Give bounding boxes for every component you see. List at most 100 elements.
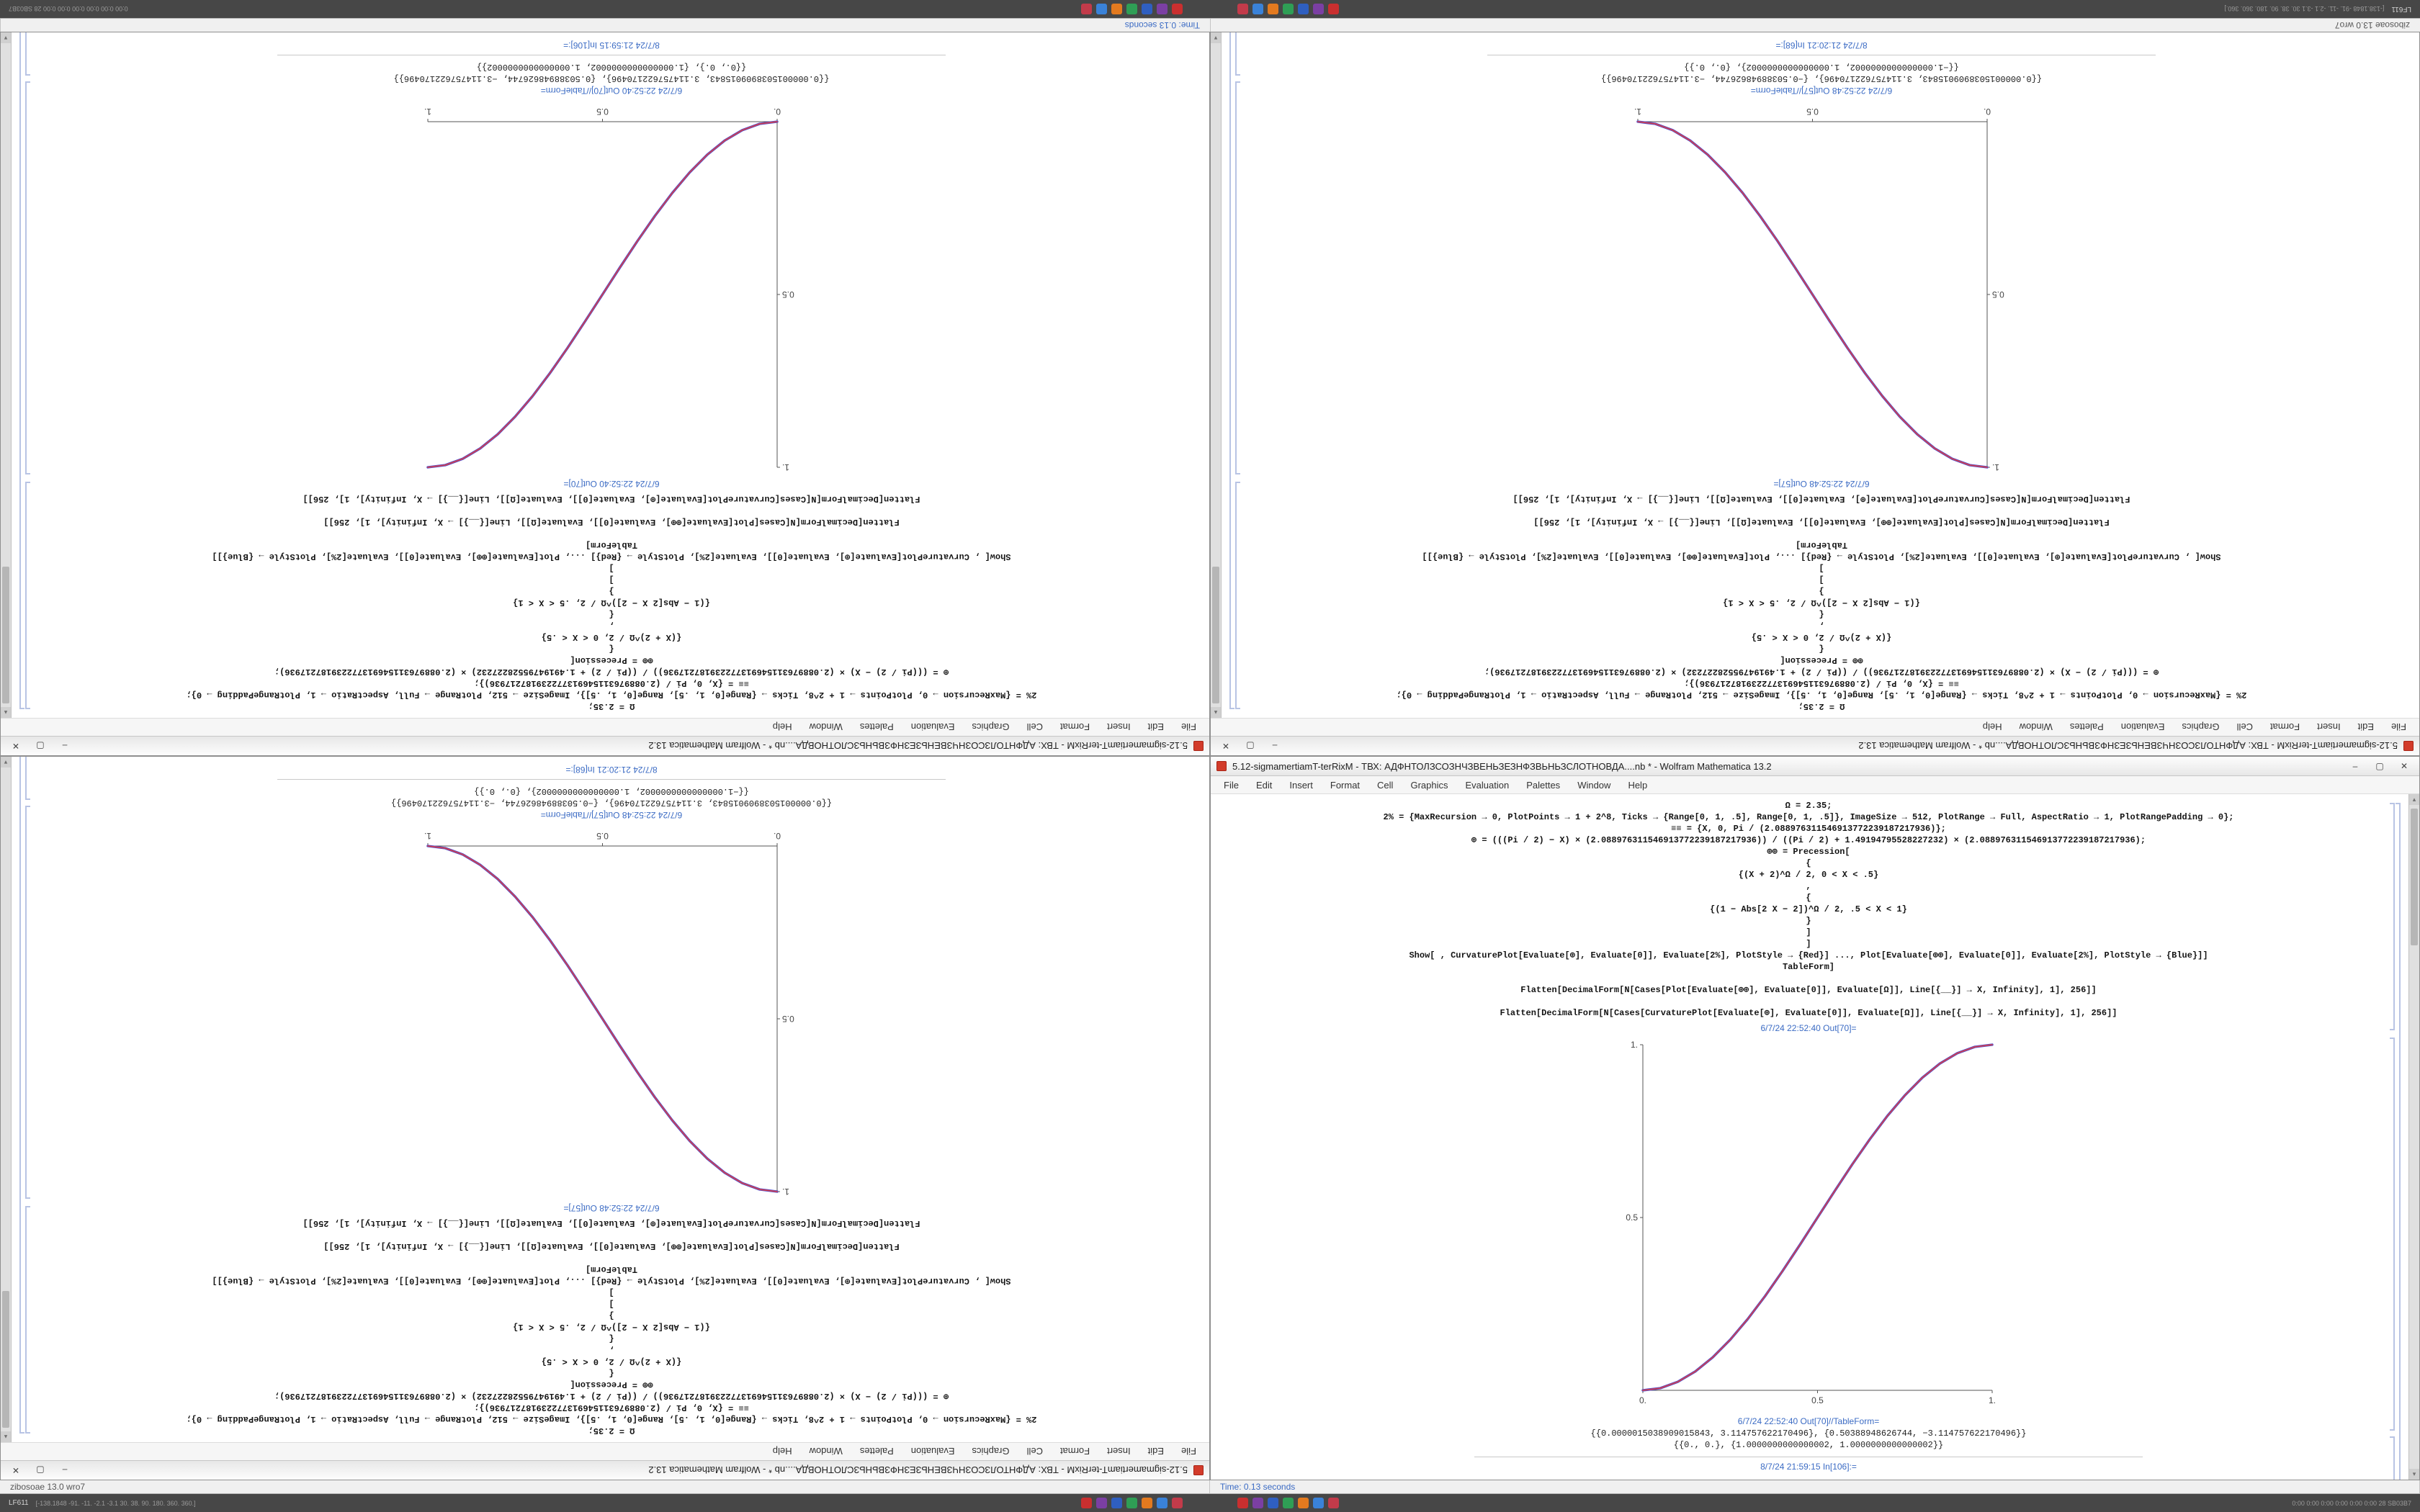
code-line[interactable]: [35, 528, 1188, 539]
code-line[interactable]: {(1 − Abs[2 X − 2])^Ω / 2, .5 < X < 1}: [513, 1322, 710, 1332]
code-line[interactable]: TableForm]: [586, 1264, 638, 1274]
code-line[interactable]: ≡≡ = {X, 0, Pi / (2.08897631154691377223…: [1671, 824, 1946, 834]
close-button[interactable]: ✕: [2400, 761, 2408, 771]
taskbar-icon-violet[interactable]: [1313, 4, 1324, 14]
cell-bracket[interactable]: [19, 757, 24, 1434]
code-line[interactable]: Show[ , CurvaturePlot[Evaluate[⊕], Evalu…: [1422, 552, 2221, 562]
code-line[interactable]: {(1 − Abs[2 X − 2])^Ω / 2, .5 < X < 1}: [513, 598, 710, 608]
taskbar-icon-green[interactable]: [1283, 1498, 1294, 1508]
menu-item[interactable]: Graphics: [972, 1446, 1010, 1457]
menu-item[interactable]: Cell: [1026, 1446, 1043, 1457]
vertical-scrollbar[interactable]: ▴ ▾: [1, 32, 12, 718]
vertical-scrollbar[interactable]: ▴ ▾: [1, 757, 12, 1442]
taskbar-icon-blue[interactable]: [1111, 1498, 1122, 1508]
taskbar-icon-orange[interactable]: [1298, 1498, 1309, 1508]
taskbar-icon-skyblue[interactable]: [1313, 1498, 1324, 1508]
code-line[interactable]: {(1 − Abs[2 X − 2])^Ω / 2, .5 < X < 1}: [1723, 598, 1920, 608]
code-line[interactable]: TableForm]: [586, 540, 638, 550]
code-line[interactable]: Flatten[DecimalForm[N[Cases[Plot[Evaluat…: [323, 1241, 900, 1251]
scrollbar-down-button[interactable]: ▾: [1, 757, 11, 768]
taskbar-icon-orange[interactable]: [1268, 4, 1278, 14]
window-titlebar[interactable]: 5.12-sigmamertiamT-terRixM - ТВХ: АДФНТО…: [1, 1460, 1209, 1480]
code-line[interactable]: Ω = 2.35;: [1785, 801, 1832, 811]
menu-item[interactable]: Help: [1628, 779, 1648, 791]
code-line[interactable]: Flatten[DecimalForm[N[Cases[CurvaturePlo…: [302, 1218, 920, 1228]
code-line[interactable]: Flatten[DecimalForm[N[Cases[CurvaturePlo…: [1500, 1008, 2118, 1018]
taskbar-icon-blue[interactable]: [1298, 4, 1309, 14]
code-line[interactable]: ⊕ = (((Pi / 2) − X) × (2.088976311546913…: [1484, 667, 2159, 677]
minimize-button[interactable]: –: [2352, 761, 2358, 771]
code-line[interactable]: [1232, 996, 2385, 1007]
menu-item[interactable]: Evaluation: [910, 721, 955, 733]
menu-item[interactable]: Evaluation: [2120, 721, 2165, 733]
menu-item[interactable]: Cell: [1377, 779, 1394, 791]
taskbar-icon-red[interactable]: [1328, 4, 1339, 14]
cell-bracket[interactable]: [25, 81, 30, 474]
scrollbar-up-button[interactable]: ▴: [1, 1431, 11, 1442]
taskbar-icon-orange[interactable]: [1142, 1498, 1152, 1508]
code-line[interactable]: ]: [609, 1299, 614, 1309]
menu-item[interactable]: File: [2391, 721, 2406, 733]
code-line[interactable]: [1245, 505, 2398, 516]
code-line[interactable]: Show[ , CurvaturePlot[Evaluate[⊕], Evalu…: [212, 552, 1011, 562]
cell-bracket[interactable]: [25, 757, 30, 800]
close-button[interactable]: ✕: [12, 1465, 20, 1475]
cell-bracket[interactable]: [19, 32, 24, 709]
menu-item[interactable]: File: [1181, 1446, 1196, 1457]
code-line[interactable]: ,: [609, 1345, 614, 1355]
menu-item[interactable]: Help: [772, 1446, 792, 1457]
code-line[interactable]: 2% = {MaxRecursion → 0, PlotPoints → 1 +…: [186, 690, 1037, 700]
cell-bracket[interactable]: [1235, 81, 1240, 474]
code-line[interactable]: {: [1806, 858, 1811, 868]
menu-item[interactable]: Cell: [2236, 721, 2253, 733]
code-line[interactable]: {: [609, 609, 614, 619]
menu-item[interactable]: Help: [772, 721, 792, 733]
code-line[interactable]: }: [1819, 586, 1824, 596]
code-line[interactable]: Ω = 2.35;: [588, 1426, 635, 1436]
code-line[interactable]: {: [609, 644, 614, 654]
menu-item[interactable]: Insert: [2317, 721, 2341, 733]
taskbar-icon-crimson[interactable]: [1328, 1498, 1339, 1508]
cell-bracket[interactable]: [25, 806, 30, 1199]
code-line[interactable]: ⊕⊕ = Precession[: [1767, 847, 1850, 857]
scrollbar-up-button[interactable]: ▴: [1, 707, 11, 718]
code-line[interactable]: Ω = 2.35;: [588, 701, 635, 711]
code-line[interactable]: ,: [609, 621, 614, 631]
cell-bracket[interactable]: [1235, 482, 1240, 709]
vertical-scrollbar[interactable]: ▴ ▾: [1211, 32, 1222, 718]
cell-insertion-bar[interactable]: [277, 779, 946, 780]
scrollbar-up-button[interactable]: ▴: [1211, 707, 1221, 718]
code-line[interactable]: {(X + 2)^Ω / 2, 0 < X < .5}: [1738, 870, 1879, 880]
menu-item[interactable]: Format: [2269, 721, 2300, 733]
code-line[interactable]: }: [1806, 916, 1811, 926]
maximize-button[interactable]: ▢: [1246, 741, 1255, 751]
taskbar-icon-crimson[interactable]: [1237, 4, 1248, 14]
menu-item[interactable]: Window: [809, 1446, 843, 1457]
code-line[interactable]: 2% = {MaxRecursion → 0, PlotPoints → 1 +…: [186, 1414, 1037, 1424]
code-line[interactable]: }: [609, 1310, 614, 1320]
window-titlebar[interactable]: 5.12-sigmamertiamT-terRixM - ТВХ: АДФНТО…: [1211, 757, 2419, 776]
code-line[interactable]: {(X + 2)^Ω / 2, 0 < X < .5}: [541, 1356, 682, 1367]
maximize-button[interactable]: ▢: [2375, 761, 2384, 771]
code-line[interactable]: ]: [1819, 563, 1824, 573]
notebook-content[interactable]: Ω = 2.35; 2% = {MaxRecursion → 0, PlotPoi…: [1, 32, 1209, 718]
input-cell[interactable]: Ω = 2.35; 2% = {MaxRecursion → 0, PlotPoi…: [35, 1218, 1188, 1436]
scrollbar-thumb[interactable]: [2, 567, 9, 703]
menu-item[interactable]: File: [1224, 779, 1239, 791]
code-line[interactable]: ⊕ = (((Pi / 2) − X) × (2.088976311546913…: [274, 1391, 949, 1401]
code-line[interactable]: Flatten[DecimalForm[N[Cases[Plot[Evaluat…: [323, 517, 900, 527]
menu-item[interactable]: Edit: [1147, 1446, 1165, 1457]
menu-item[interactable]: Palettes: [2069, 721, 2104, 733]
menu-item[interactable]: File: [1181, 721, 1196, 733]
code-line[interactable]: [35, 1252, 1188, 1264]
code-line[interactable]: ≡≡ = {X, 0, Pi / (2.08897631154691377223…: [474, 678, 749, 688]
code-line[interactable]: ⊕⊕ = Precession[: [570, 1380, 653, 1390]
window-titlebar[interactable]: 5.12-sigmamertiamT-terRixM - ТВХ: АДФНТО…: [1, 736, 1209, 755]
menu-item[interactable]: Evaluation: [1465, 779, 1510, 791]
input-cell[interactable]: Ω = 2.35; 2% = {MaxRecursion → 0, PlotPoi…: [1245, 493, 2398, 712]
code-line[interactable]: ]: [1806, 927, 1811, 937]
code-line[interactable]: {: [1819, 609, 1824, 619]
menu-item[interactable]: Insert: [1289, 779, 1313, 791]
vertical-scrollbar[interactable]: ▴ ▾: [2408, 794, 2419, 1480]
menu-item[interactable]: Window: [809, 721, 843, 733]
